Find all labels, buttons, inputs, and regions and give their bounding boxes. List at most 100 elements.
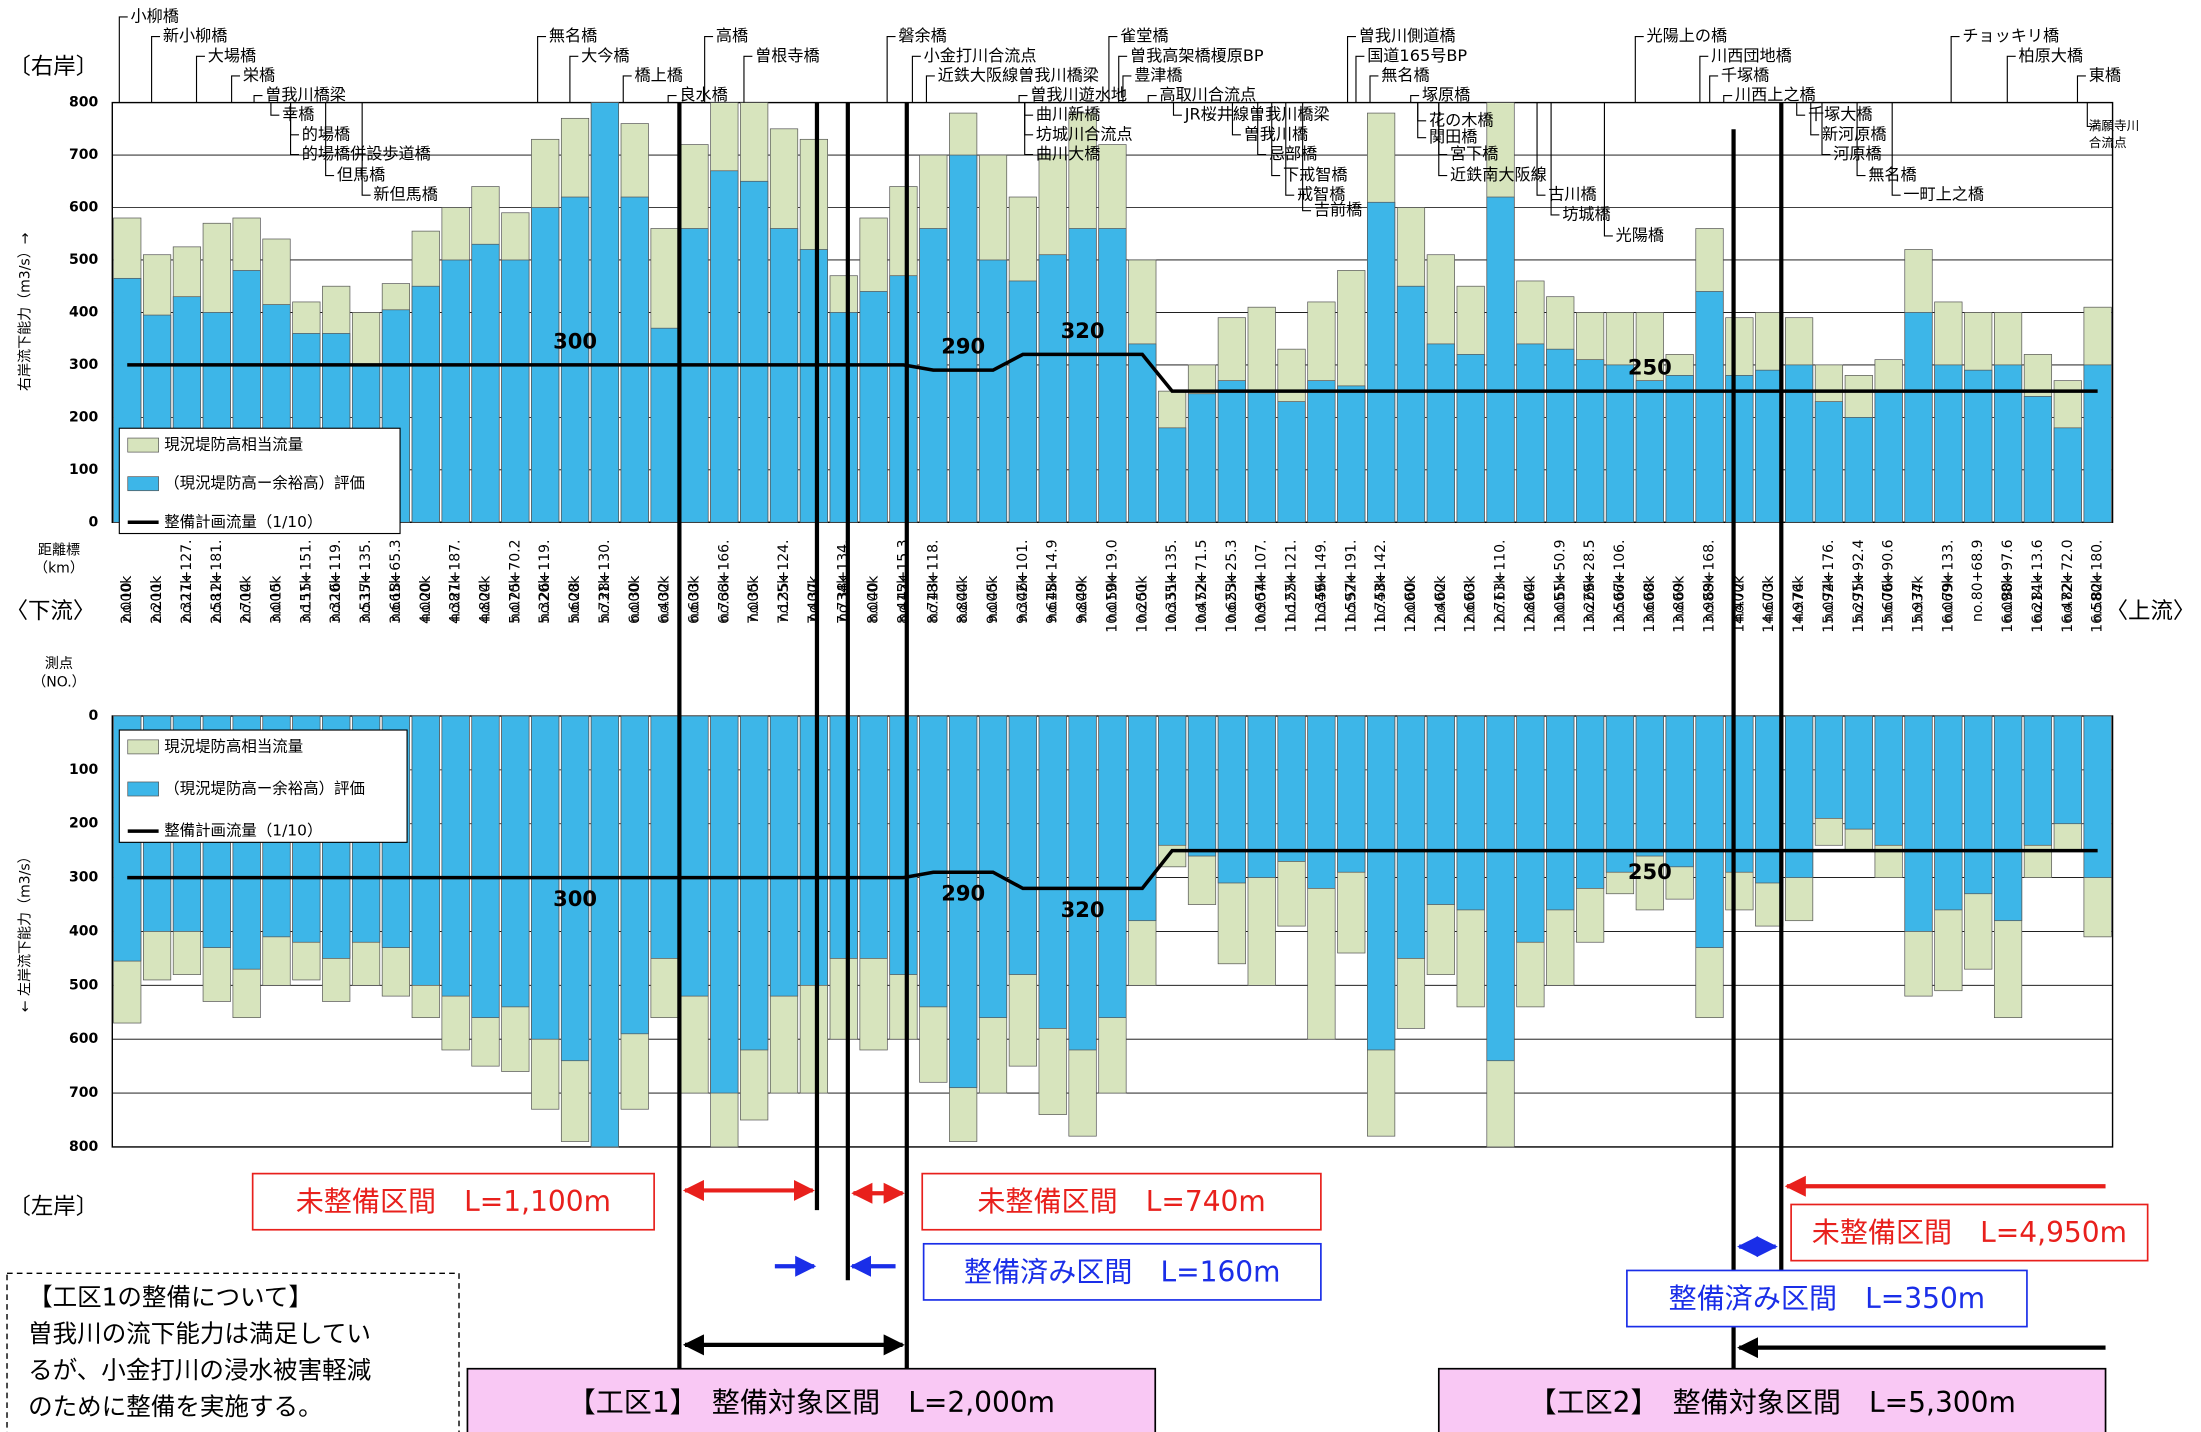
bridge-leader	[1634, 36, 1644, 103]
x-axis-title: 距離標	[38, 541, 80, 558]
x-tick-label: no.42+15.3	[895, 539, 911, 621]
x-tick-label: 12.800k	[1522, 575, 1538, 633]
x-tick-label: 12.400k	[1433, 575, 1449, 633]
x-tick-label: 6.600k	[686, 575, 702, 624]
bridge-label: 但馬橋	[337, 165, 385, 184]
bridge-leader	[1302, 102, 1312, 212]
x-tick-label: no.73	[1761, 582, 1777, 622]
bridge-label: 良水橋	[679, 85, 727, 104]
y-tick-label: 700	[69, 1085, 99, 1101]
x-tick-label: no.53+25.3	[1224, 539, 1240, 621]
x-tick-label: no.52+71.5	[1194, 539, 1210, 621]
x-tick-label: no.64	[1522, 582, 1538, 622]
bar	[680, 228, 709, 523]
bar	[1337, 715, 1366, 873]
x-tick-label: no.68	[1642, 582, 1658, 622]
bar	[829, 715, 858, 959]
y-tick-label: 300	[69, 870, 99, 886]
x-tick-label: 9.615k	[1045, 575, 1061, 624]
bar	[889, 715, 918, 975]
bar	[620, 196, 649, 523]
bar	[680, 715, 709, 997]
bar	[590, 715, 619, 1148]
plan-line	[127, 352, 2098, 393]
x-tick-label: no.81+13.6	[2030, 539, 2046, 622]
bar	[949, 715, 978, 1089]
x-tick-label: no.58+142.	[1373, 539, 1389, 621]
bar	[1307, 715, 1336, 889]
x-tick-label: no.55+121.	[1284, 539, 1300, 621]
bar	[1635, 380, 1664, 523]
section-box	[1790, 1203, 2149, 1262]
x-tick-label: no.69+168.	[1702, 539, 1718, 621]
x-tick-label: no.25+70.2	[507, 539, 523, 621]
bridge-leader	[1417, 102, 1427, 139]
bar	[1993, 715, 2023, 922]
x-tick-label: 2.000k	[119, 575, 135, 624]
plan-label: 300	[553, 886, 597, 911]
bridge-label: 光陽上の橋	[1647, 26, 1728, 45]
x-tick-label: 12.600k	[1463, 575, 1479, 633]
bar	[2083, 715, 2112, 878]
bridge-label: 光陽橋	[1616, 225, 1664, 244]
bridge-label: 無名橋	[1381, 65, 1429, 84]
x-tick-label: 13.051k	[1552, 575, 1568, 633]
bridge-leader	[886, 36, 896, 103]
plan-label: 290	[941, 881, 985, 906]
bar	[1307, 380, 1336, 523]
legend-swatch	[127, 437, 159, 453]
bar	[1665, 715, 1694, 868]
bridge-leader	[911, 55, 921, 103]
note-box	[6, 1272, 460, 1432]
section-label: 整備済み区間 L=160m	[964, 1255, 1281, 1288]
bar	[471, 243, 500, 523]
bridge-label: 新河原橋	[1822, 124, 1887, 143]
x-tick-label: 3.665k	[388, 575, 404, 624]
bridge-label: 千塚橋	[1721, 65, 1769, 84]
bridge-leader	[1172, 102, 1182, 116]
bar	[1934, 364, 1963, 523]
bar	[1247, 715, 1276, 878]
x-axis-title: （km）	[34, 561, 84, 577]
x-tick-label: 9.302k	[1015, 575, 1031, 624]
bar	[501, 259, 530, 523]
bar	[1217, 380, 1246, 523]
x-tick-label: no.60	[1403, 582, 1419, 622]
bar	[1546, 715, 1575, 911]
bridge-leader	[151, 36, 161, 103]
x-tick-label: 9.000k	[985, 575, 1001, 624]
x-tick-label: 13.506k	[1612, 575, 1628, 633]
x-tick-label: 11.122k	[1284, 575, 1300, 633]
y-tick-label: 100	[69, 762, 99, 778]
x-tick-label: no.80+97.6	[2000, 539, 2016, 622]
x-tick-label: no.45	[985, 582, 1001, 622]
bar	[1874, 390, 1903, 523]
bar	[1844, 715, 1873, 830]
x-tick-label: 2.200k	[149, 575, 165, 624]
x-tick-label: 15.092k	[1821, 575, 1837, 633]
y-tick-label: 800	[69, 95, 99, 111]
bridge-label: 戒智橋	[1297, 185, 1345, 204]
bar	[1008, 280, 1037, 523]
y-axis-title: ← 左岸流下能力（m3/s）	[17, 849, 33, 1012]
bar	[1187, 715, 1217, 857]
bar	[1904, 312, 1933, 523]
bar	[710, 170, 739, 523]
x-tick-label: 3.151k	[298, 575, 314, 624]
x-tick-label: 2.700k	[239, 575, 255, 624]
x-tick-label: 5.600k	[567, 575, 583, 624]
bar	[799, 715, 828, 986]
bar	[1038, 715, 1067, 1029]
bridge-leader	[1122, 75, 1132, 103]
y-axis-title: 右岸流下能力（m3/s）→	[17, 232, 33, 391]
bar	[1486, 715, 1515, 1062]
bar	[1605, 715, 1635, 873]
y-tick-label: 300	[69, 357, 99, 373]
bar	[2053, 427, 2082, 523]
bridge-label: 坊城橋	[1562, 204, 1610, 223]
x-axis-title: （NO.）	[32, 674, 85, 690]
bridge-leader	[1821, 102, 1831, 156]
x-tick-label: no.63+110.	[1493, 539, 1509, 621]
x-tick-label: no.82+180.	[2090, 539, 2106, 621]
